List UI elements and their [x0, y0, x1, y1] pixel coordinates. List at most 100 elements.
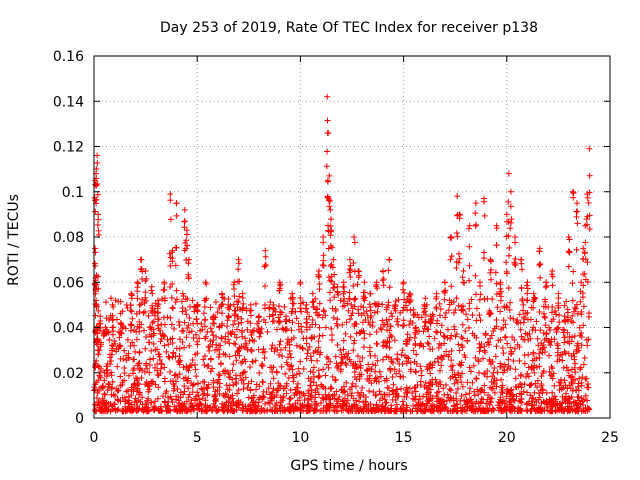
- data-point: [150, 355, 157, 362]
- data-point: [436, 300, 443, 307]
- y-tick-label: 0.12: [53, 140, 84, 156]
- data-point: [288, 327, 295, 334]
- data-point: [412, 329, 419, 336]
- data-point: [339, 359, 346, 366]
- data-point: [146, 369, 153, 376]
- data-point: [333, 407, 340, 414]
- data-point: [335, 396, 342, 403]
- data-point: [277, 282, 284, 289]
- data-point: [204, 402, 211, 409]
- x-tick-label: 15: [395, 430, 413, 446]
- data-point: [285, 406, 292, 413]
- data-point: [137, 266, 144, 273]
- data-point: [583, 336, 590, 343]
- data-point: [267, 364, 274, 371]
- data-point: [273, 368, 280, 375]
- data-point: [149, 305, 156, 312]
- data-point: [255, 318, 262, 325]
- data-point: [386, 284, 393, 291]
- data-point: [457, 362, 464, 369]
- data-point: [302, 392, 309, 399]
- data-point: [569, 373, 576, 380]
- data-point: [154, 322, 161, 329]
- data-point: [565, 248, 572, 255]
- data-point: [473, 221, 480, 228]
- data-point: [131, 326, 138, 333]
- data-point: [190, 335, 197, 342]
- data-point: [446, 397, 453, 404]
- data-point: [565, 367, 572, 374]
- data-point: [534, 335, 541, 342]
- data-point: [157, 403, 164, 410]
- data-point: [262, 247, 269, 254]
- data-point: [583, 216, 590, 223]
- data-point: [128, 292, 135, 299]
- data-point: [336, 402, 343, 409]
- data-point: [161, 286, 168, 293]
- data-point: [202, 279, 209, 286]
- data-point: [445, 307, 452, 314]
- data-point: [489, 296, 496, 303]
- data-point: [185, 322, 192, 329]
- data-point: [460, 307, 467, 314]
- data-point: [357, 362, 364, 369]
- data-point: [238, 329, 245, 336]
- data-point: [386, 316, 393, 323]
- data-point: [394, 356, 401, 363]
- data-point: [134, 323, 141, 330]
- data-point: [287, 395, 294, 402]
- y-tick-label: 0: [75, 411, 84, 427]
- data-point: [247, 387, 254, 394]
- data-point: [142, 294, 149, 301]
- data-point: [557, 404, 564, 411]
- data-point: [131, 356, 138, 363]
- data-point: [530, 405, 537, 412]
- data-point: [320, 257, 327, 264]
- data-point: [492, 353, 499, 360]
- data-point: [379, 277, 386, 284]
- data-point: [355, 272, 362, 279]
- data-point: [374, 374, 381, 381]
- data-point: [356, 398, 363, 405]
- data-point: [487, 258, 494, 265]
- data-point: [134, 362, 141, 369]
- data-point: [416, 396, 423, 402]
- data-point: [160, 393, 167, 400]
- data-point: [105, 400, 112, 407]
- data-point: [170, 325, 177, 332]
- data-point: [331, 284, 338, 291]
- data-point: [501, 361, 508, 368]
- data-point: [383, 377, 390, 384]
- data-point: [554, 325, 561, 332]
- data-point: [200, 310, 207, 317]
- data-point: [498, 376, 505, 383]
- data-point: [520, 388, 527, 395]
- data-point: [542, 284, 549, 291]
- data-point: [462, 328, 469, 335]
- data-point: [109, 312, 116, 319]
- data-point: [155, 316, 162, 323]
- data-point: [494, 369, 501, 376]
- data-point: [512, 366, 519, 373]
- data-point: [395, 321, 402, 328]
- data-point: [244, 326, 251, 333]
- data-point: [305, 387, 312, 394]
- data-point: [223, 382, 230, 389]
- data-point: [117, 320, 124, 327]
- data-point: [95, 307, 102, 314]
- x-tick-labels: 0 5 10 15 20 25: [90, 430, 619, 446]
- data-point: [350, 347, 357, 354]
- data-points: [91, 93, 593, 415]
- data-point: [507, 314, 514, 321]
- data-point: [155, 301, 162, 308]
- data-point: [327, 242, 334, 249]
- data-point: [504, 388, 511, 395]
- data-point: [277, 338, 284, 345]
- data-point: [117, 329, 124, 336]
- data-point: [96, 372, 103, 379]
- data-point: [227, 394, 234, 401]
- data-point: [117, 398, 124, 405]
- data-point: [202, 407, 209, 414]
- data-point: [473, 376, 480, 383]
- data-point: [311, 373, 318, 380]
